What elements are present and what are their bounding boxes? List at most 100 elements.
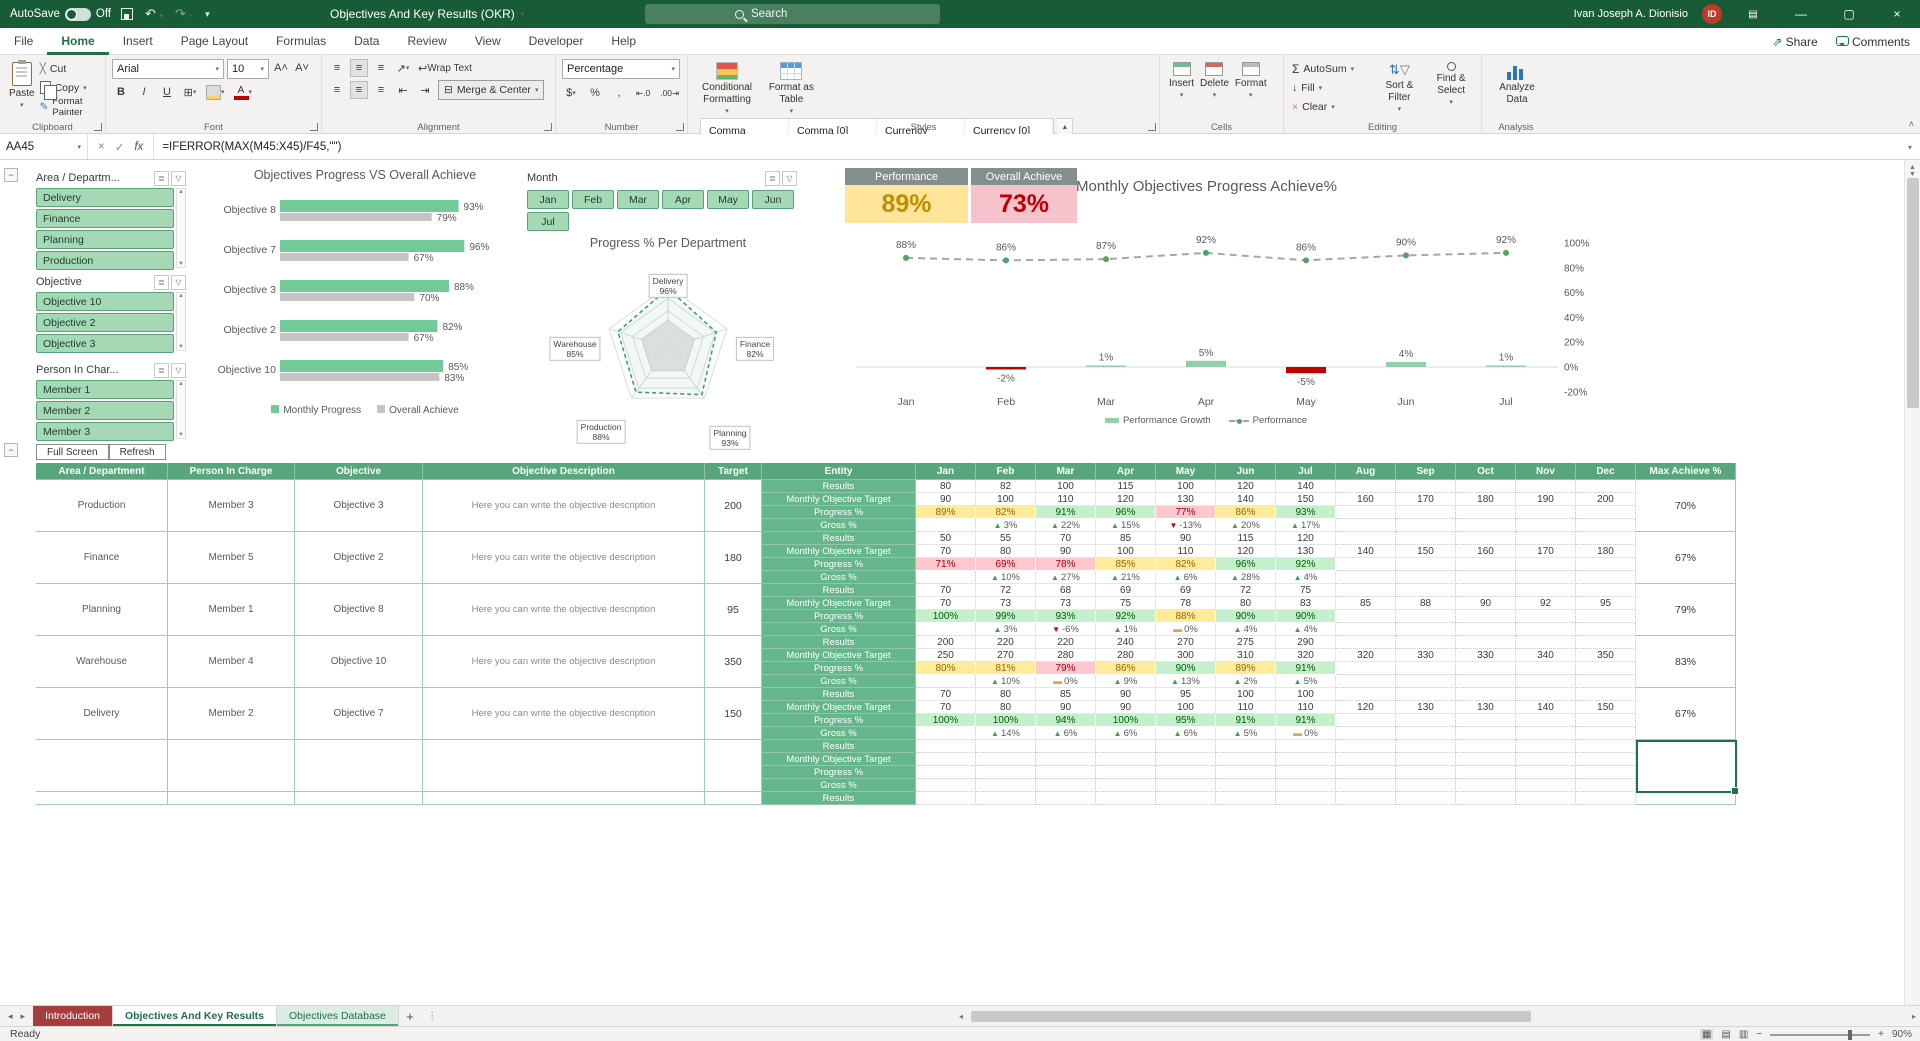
table-cell[interactable] [1276,740,1336,753]
table-cell[interactable]: ▲ 17% [1276,519,1336,532]
autosum-button[interactable]: Σ AutoSum ▾ [1292,61,1355,76]
table-cell[interactable] [976,740,1036,753]
number-dialog-launcher-icon[interactable] [676,123,684,131]
table-cell[interactable] [423,792,705,805]
table-cell[interactable]: 92 [1516,597,1576,610]
table-cell[interactable]: 270 [1156,636,1216,649]
table-header-target[interactable]: Target [705,463,762,480]
table-cell[interactable] [1576,688,1636,701]
decrease-decimal-icon[interactable]: .00⇥ [660,87,680,98]
cell-description[interactable]: Here you can write the objective descrip… [423,532,705,584]
table-cell[interactable]: 71% [916,558,976,571]
table-cell[interactable]: 70 [916,597,976,610]
table-cell[interactable] [1216,779,1276,792]
table-cell[interactable]: 250 [916,649,976,662]
table-cell[interactable] [1036,779,1096,792]
table-cell[interactable] [1576,519,1636,532]
table-cell[interactable]: 80% [916,662,976,675]
entity-progress[interactable]: Progress % [762,610,916,623]
table-cell[interactable]: 180 [1576,545,1636,558]
page-break-view-icon[interactable]: ▥ [1738,1029,1749,1040]
table-cell[interactable] [1156,740,1216,753]
close-icon[interactable]: × [1893,7,1901,21]
cell-department[interactable]: Warehouse [36,636,168,688]
table-cell[interactable] [1516,766,1576,779]
table-cell[interactable] [1396,571,1456,584]
cell-target[interactable]: 200 [705,480,762,532]
table-cell[interactable]: 120 [1216,545,1276,558]
table-cell[interactable] [1036,766,1096,779]
cell-department[interactable]: Planning [36,584,168,636]
table-cell[interactable] [1516,584,1576,597]
table-cell[interactable] [916,571,976,584]
table-cell[interactable]: ▬ 0% [1276,727,1336,740]
table-cell[interactable]: 75 [1276,584,1336,597]
entity-monthly-objective-target[interactable]: Monthly Objective Target [762,493,916,506]
table-cell[interactable] [1156,766,1216,779]
table-cell[interactable] [1336,623,1396,636]
table-cell[interactable] [1336,506,1396,519]
undo-icon[interactable]: ↶ ▾ [145,6,164,21]
multi-select-icon[interactable]: ≣ [154,274,169,290]
table-cell[interactable]: 85 [1036,688,1096,701]
table-cell[interactable]: 75 [1096,597,1156,610]
increase-indent-icon[interactable]: ⇥ [420,84,430,97]
slicer-item-jun[interactable]: Jun [752,190,794,209]
table-cell[interactable] [1576,675,1636,688]
table-cell[interactable]: 73 [1036,597,1096,610]
table-cell[interactable]: ▲ 22% [1036,519,1096,532]
table-cell[interactable]: 50 [916,532,976,545]
entity-progress[interactable]: Progress % [762,766,916,779]
table-cell[interactable] [1456,779,1516,792]
table-cell[interactable]: 95 [1576,597,1636,610]
cell-person[interactable]: Member 1 [168,584,295,636]
table-cell[interactable]: ▲ 10% [976,571,1036,584]
entity-results[interactable]: Results [762,532,916,545]
slicer-item-objective-3[interactable]: Objective 3 [36,334,174,353]
table-cell[interactable]: 130 [1456,701,1516,714]
table-cell[interactable]: 340 [1516,649,1576,662]
table-cell[interactable]: 115 [1216,532,1276,545]
table-cell[interactable] [916,519,976,532]
slicer-item-apr[interactable]: Apr [662,190,704,209]
table-cell[interactable]: ▲ 3% [976,623,1036,636]
table-cell[interactable] [1036,740,1096,753]
table-cell[interactable]: 150 [1576,701,1636,714]
avatar[interactable]: ID [1702,4,1722,24]
table-header-feb[interactable]: Feb [976,463,1036,480]
decrease-indent-icon[interactable]: ⇤ [398,84,408,97]
table-cell[interactable]: ▲ 5% [1276,675,1336,688]
cell-objective[interactable]: Objective 8 [295,584,423,636]
title-dropdown-icon[interactable]: ▾ [520,11,525,18]
cell-max-achieve[interactable]: 67% [1636,532,1736,584]
slicer-item-member-1[interactable]: Member 1 [36,380,174,399]
table-cell[interactable]: 89% [916,506,976,519]
horizontal-scrollbar[interactable]: ◂ ▸ [955,1005,1920,1026]
table-cell[interactable] [1576,558,1636,571]
table-cell[interactable]: ▲ 27% [1036,571,1096,584]
entity-results[interactable]: Results [762,688,916,701]
zoom-in-icon[interactable]: + [1878,1029,1884,1040]
ribbon-tab-help[interactable]: Help [611,34,637,48]
table-cell[interactable] [1576,740,1636,753]
table-cell[interactable] [1156,779,1216,792]
fill-color-icon[interactable]: ▾ [204,83,227,101]
slicer-item-feb[interactable]: Feb [572,190,614,209]
cell-target[interactable]: 150 [705,688,762,740]
insert-function-icon[interactable]: fx [134,140,144,153]
cell-target[interactable]: 95 [705,584,762,636]
table-cell[interactable] [1096,753,1156,766]
table-cell[interactable] [1576,792,1636,805]
table-cell[interactable] [1336,636,1396,649]
table-cell[interactable]: 140 [1336,545,1396,558]
table-cell[interactable]: 90% [1276,610,1336,623]
table-cell[interactable]: 100% [1096,714,1156,727]
entity-gross[interactable]: Gross % [762,519,916,532]
table-cell[interactable]: 100 [1276,688,1336,701]
table-cell[interactable]: 320 [1336,649,1396,662]
table-cell[interactable]: 170 [1516,545,1576,558]
worksheet[interactable]: − − Area / Departm... ≣ ▽ Delivery Finance… [0,160,1920,1005]
minimize-icon[interactable]: — [1795,7,1807,21]
slicer-item-may[interactable]: May [707,190,749,209]
table-cell[interactable] [1336,610,1396,623]
